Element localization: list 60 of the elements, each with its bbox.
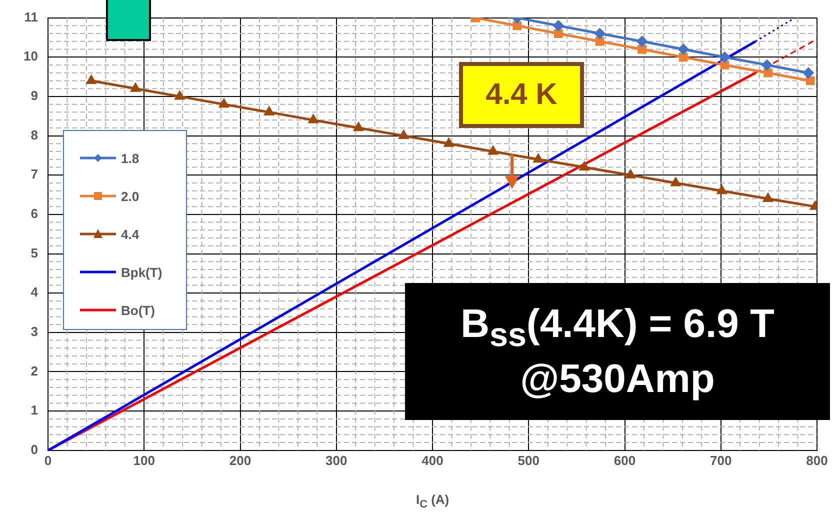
point (354, 122, 364, 132)
point (595, 36, 604, 46)
point (678, 52, 688, 62)
y-tick-label: 7 (30, 166, 38, 182)
point (594, 28, 606, 39)
point (762, 60, 772, 70)
annotation: @530Amp (520, 356, 715, 402)
x-tick-label: 800 (806, 452, 828, 468)
legend-label: Bpk(T) (121, 264, 162, 280)
y-tick-label: 2 (30, 363, 38, 378)
y-tick-label: 8 (30, 127, 38, 142)
point (398, 130, 408, 140)
point (636, 36, 648, 47)
point (763, 193, 773, 202)
point (764, 68, 772, 78)
x-tick-label: 200 (229, 452, 252, 468)
x-tick-label: 600 (614, 452, 636, 468)
point (580, 162, 590, 170)
point (444, 138, 454, 147)
point (670, 178, 680, 186)
point (803, 68, 814, 78)
legend-label: 1.8 (121, 150, 140, 166)
x-tick-label: 500 (518, 452, 540, 468)
y-tick-label: 0 (30, 442, 38, 457)
point (512, 21, 522, 30)
point (174, 91, 184, 100)
point (554, 29, 563, 38)
point (806, 76, 815, 86)
y-tick-label: 9 (30, 88, 38, 104)
point (720, 60, 730, 70)
y-tick-label: 11 (24, 9, 38, 24)
y-tick-label: 3 (30, 324, 38, 339)
legend-label: 2.0 (121, 188, 140, 204)
x-tick-label: 100 (133, 452, 155, 468)
point (717, 186, 727, 194)
point (488, 146, 498, 155)
point (308, 114, 318, 124)
point (219, 99, 229, 108)
point (638, 44, 646, 54)
y-tick-label: 6 (30, 206, 38, 222)
point (719, 52, 730, 62)
point (86, 75, 96, 84)
y-tick-label: 4 (30, 284, 39, 300)
x-axis-title: I$_{C}$ (A) (416, 492, 450, 511)
x-tick-label: 0 (44, 452, 52, 468)
x-tick-label: 400 (422, 452, 444, 468)
point (264, 106, 274, 116)
annotation: 4.4 K (459, 62, 584, 128)
x-tick-label: 700 (710, 452, 732, 468)
legend-label: 4.4 (121, 226, 140, 242)
y-tick-label: 1 (30, 402, 38, 418)
point (130, 83, 140, 92)
point (553, 20, 564, 31)
y-tick-label: 10 (24, 48, 38, 64)
annotation: B$_{ss}$(4.4K) = 6.9 T (460, 301, 774, 356)
legend-label: Bo(T) (121, 302, 155, 318)
x-tick-label: 300 (326, 452, 348, 468)
y-tick-label: 5 (30, 245, 38, 260)
point (678, 44, 689, 55)
point (626, 170, 636, 178)
